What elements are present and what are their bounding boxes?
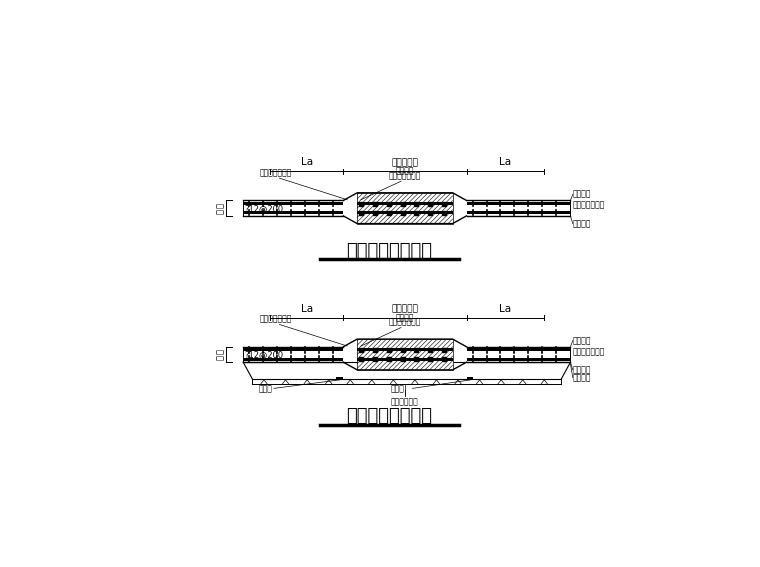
Bar (467, 211, 571, 214)
Bar (467, 202, 571, 205)
Text: 混凝土表面凿毛: 混凝土表面凿毛 (259, 168, 292, 177)
Text: 后浇带宽度: 后浇带宽度 (391, 304, 418, 314)
Text: 厚: 厚 (216, 209, 225, 214)
Text: 楼板钢筋: 楼板钢筋 (573, 190, 591, 199)
Bar (467, 358, 571, 361)
Text: ?12@200: ?12@200 (245, 204, 284, 213)
Bar (467, 348, 571, 352)
Text: La: La (499, 304, 511, 314)
Bar (357, 358, 453, 361)
Polygon shape (357, 193, 453, 223)
Text: 止水条: 止水条 (391, 384, 404, 393)
Bar (357, 202, 453, 205)
Bar (243, 348, 344, 352)
Text: 详平面图: 详平面图 (396, 167, 414, 176)
Text: La: La (499, 158, 511, 167)
Text: 筏板配筋的一半: 筏板配筋的一半 (573, 347, 605, 356)
Text: 详平面图: 详平面图 (396, 313, 414, 322)
Text: 筏板后浇带示意图: 筏板后浇带示意图 (347, 407, 432, 425)
Text: 楼板后浇带示意图: 楼板后浇带示意图 (347, 242, 432, 260)
Bar (357, 211, 453, 214)
Bar (357, 348, 453, 352)
Text: 楼板钢筋: 楼板钢筋 (573, 219, 591, 228)
Bar (337, 377, 343, 380)
Text: 附加卷材防水: 附加卷材防水 (391, 397, 419, 407)
Text: 混凝土表面凿毛: 混凝土表面凿毛 (388, 318, 421, 327)
Bar (243, 202, 344, 205)
Bar (467, 377, 473, 380)
Polygon shape (357, 339, 453, 370)
Text: 筏板钢筋: 筏板钢筋 (573, 365, 591, 374)
Text: 板: 板 (216, 349, 225, 354)
Text: 筏板钢筋: 筏板钢筋 (573, 373, 591, 382)
Text: La: La (301, 304, 313, 314)
Text: 厚: 厚 (216, 355, 225, 360)
Text: 加强带宽度: 加强带宽度 (391, 158, 418, 167)
Text: 混凝土表面凿毛: 混凝土表面凿毛 (388, 171, 421, 180)
Text: 板: 板 (216, 202, 225, 208)
Text: 混凝土表面凿毛: 混凝土表面凿毛 (259, 315, 292, 324)
Bar (243, 358, 344, 361)
Bar (243, 211, 344, 214)
Text: ?12@200: ?12@200 (245, 350, 284, 359)
Text: 筏板钢筋: 筏板钢筋 (573, 336, 591, 345)
Text: 止水条: 止水条 (258, 384, 273, 393)
Text: 楼板配筋的一半: 楼板配筋的一半 (573, 201, 605, 210)
Text: La: La (301, 158, 313, 167)
